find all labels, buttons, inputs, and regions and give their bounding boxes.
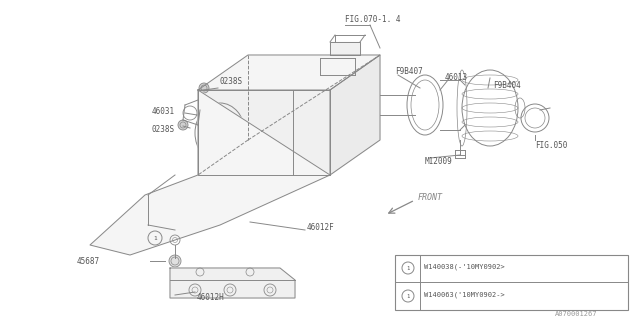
Text: F9B407: F9B407 [395,68,423,76]
Text: 46012H: 46012H [197,293,225,302]
Text: 45687: 45687 [77,258,100,267]
Text: FRONT: FRONT [418,193,443,202]
Polygon shape [198,55,380,90]
Circle shape [178,120,188,130]
Polygon shape [198,90,330,175]
Polygon shape [90,90,330,255]
Text: A070001267: A070001267 [555,311,598,317]
Text: 46013: 46013 [445,73,468,82]
Text: 46012F: 46012F [307,223,335,233]
Text: 0238S: 0238S [219,77,242,86]
Circle shape [169,255,181,267]
Text: 46031: 46031 [152,108,175,116]
Polygon shape [170,268,295,298]
Text: FIG.050: FIG.050 [535,141,568,150]
Text: 1: 1 [406,293,410,299]
Polygon shape [330,55,380,175]
Text: FIG.070-1. 4: FIG.070-1. 4 [345,15,401,25]
Text: F9B404: F9B404 [493,82,521,91]
Polygon shape [330,42,360,55]
Text: 0238S: 0238S [152,125,175,134]
Circle shape [199,83,209,93]
Text: W140038(-'10MY0902>: W140038(-'10MY0902> [424,264,505,270]
Text: W140063('10MY0902->: W140063('10MY0902-> [424,292,505,298]
Text: M12009: M12009 [425,157,452,166]
Text: 1: 1 [406,266,410,270]
Text: 1: 1 [153,236,157,241]
